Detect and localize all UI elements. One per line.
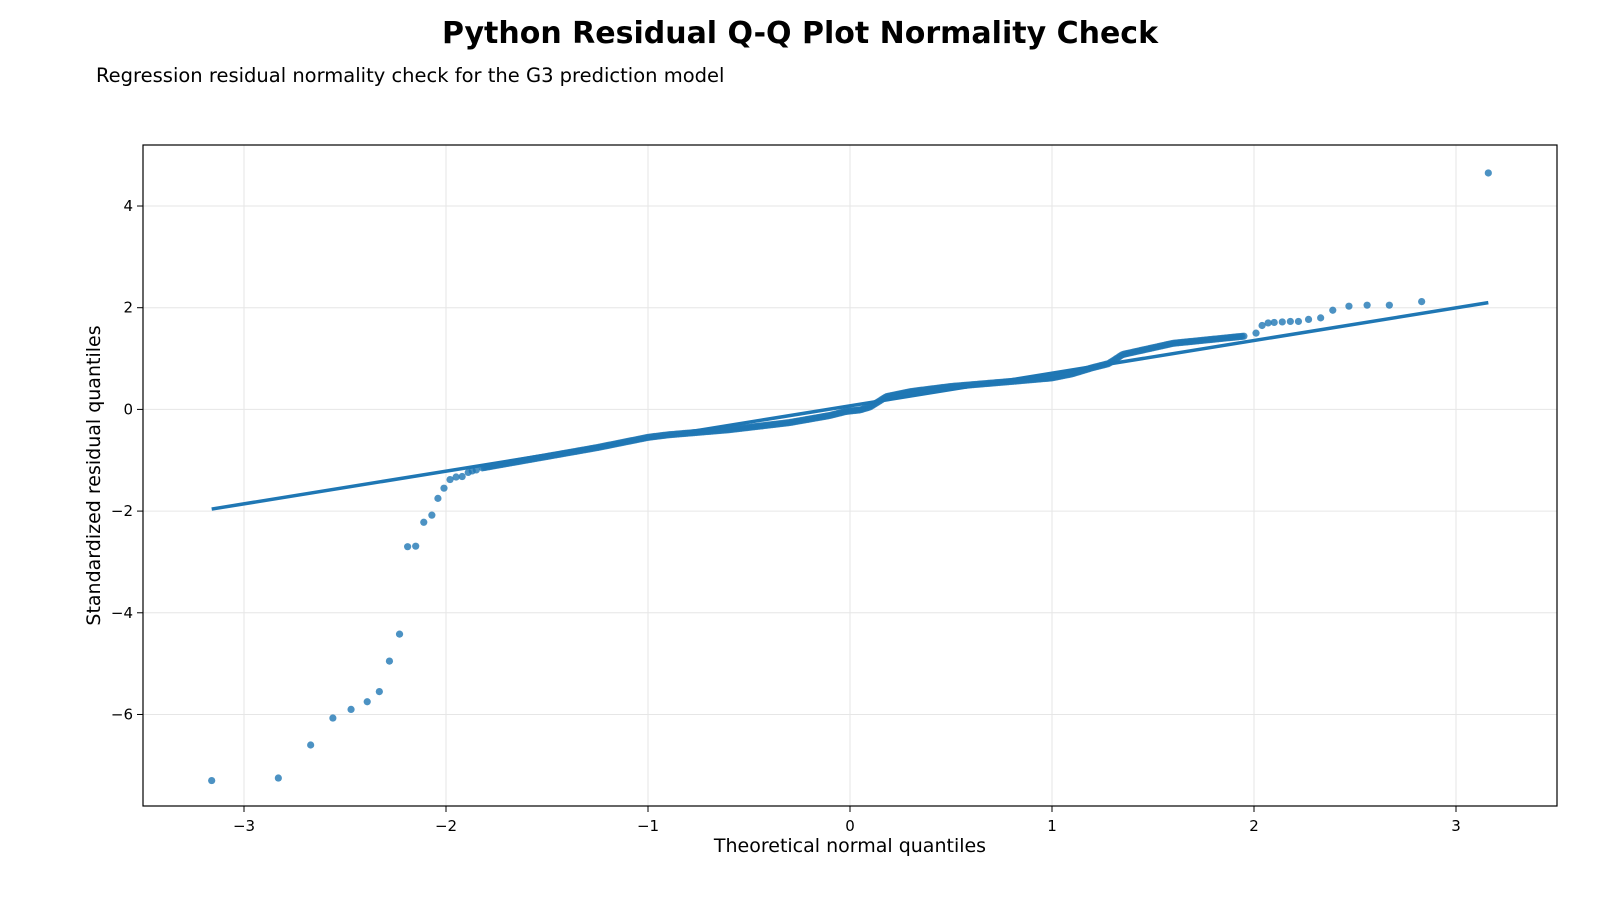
residual-point [1252, 329, 1260, 337]
residual-point [446, 475, 454, 484]
residual-point [395, 630, 404, 638]
x-axis-label: Theoretical normal quantiles [713, 835, 986, 857]
residual-point [1484, 169, 1492, 177]
residual-point [1385, 301, 1393, 309]
y-tick-label: 4 [123, 197, 133, 215]
residual-point [1363, 301, 1371, 309]
residual-point [420, 518, 428, 526]
y-tick-label: −2 [111, 502, 133, 520]
residual-point [347, 705, 355, 713]
residual-point [1264, 319, 1272, 327]
residual-point [1317, 314, 1325, 322]
x-tick-label: 3 [1451, 817, 1461, 835]
residual-point [1286, 317, 1294, 326]
residual-point [385, 657, 394, 665]
residual-point [1278, 318, 1286, 326]
residual-point [458, 472, 466, 481]
reference-line [211, 300, 1489, 511]
residual-point [434, 494, 442, 502]
residual-point [1418, 298, 1426, 306]
residual-point [375, 687, 383, 696]
x-tick-label: −2 [435, 817, 457, 835]
residual-point [208, 776, 216, 785]
residual-point [1294, 317, 1303, 326]
x-tick-label: −1 [637, 817, 659, 835]
grid-lines [143, 145, 1557, 806]
data-points [208, 169, 1492, 785]
residual-point [1304, 315, 1313, 324]
y-tick-label: 2 [123, 299, 133, 317]
residual-point [1345, 302, 1353, 310]
residual-point [404, 543, 412, 551]
residual-point [472, 466, 480, 474]
x-tick-label: 2 [1249, 817, 1259, 835]
x-tick-label: −3 [233, 817, 255, 835]
y-axis-ticks: −6 −4 −2 0 2 4 [111, 197, 143, 723]
residual-point [307, 741, 315, 749]
chart-subtitle: Regression residual normality check for … [96, 64, 725, 87]
residual-point [329, 714, 337, 722]
y-tick-label: −4 [111, 604, 133, 622]
y-axis-label: Standardized residual quantiles [83, 325, 105, 625]
reference-line-group [211, 300, 1489, 511]
x-tick-label: 0 [845, 817, 855, 835]
x-tick-label: 1 [1047, 817, 1057, 835]
residual-point [440, 484, 448, 492]
x-axis-ticks: −3 −2 −1 0 1 2 3 [233, 806, 1461, 835]
residual-point [428, 511, 436, 519]
residual-point [1329, 306, 1337, 314]
residual-point [1240, 332, 1248, 340]
residual-point [452, 473, 460, 481]
residual-point [412, 542, 420, 550]
y-tick-label: 0 [123, 400, 133, 418]
residual-point [1270, 318, 1278, 327]
residual-point [363, 698, 371, 706]
residual-point [274, 774, 282, 782]
y-tick-label: −6 [111, 705, 133, 723]
residual-point [1258, 321, 1266, 330]
chart-title: Python Residual Q-Q Plot Normality Check [441, 16, 1159, 51]
